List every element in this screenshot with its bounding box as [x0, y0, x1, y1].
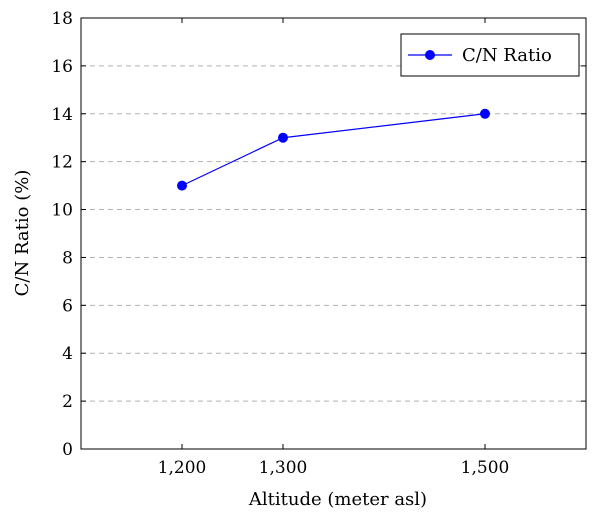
- x-axis-title: Altitude (meter asl): [248, 489, 427, 510]
- y-tick-label: 4: [62, 344, 73, 364]
- y-axis-title: C/N Ratio (%): [12, 170, 33, 297]
- y-tick-label: 16: [51, 57, 73, 77]
- y-axis-ticks: 0 2 4 6 8 10 12 14 16 18: [51, 9, 586, 460]
- legend-label: C/N Ratio: [462, 45, 552, 66]
- y-tick-label: 8: [62, 248, 73, 268]
- y-tick-label: 10: [51, 201, 73, 221]
- x-tick-label: 1,200: [158, 458, 207, 478]
- y-tick-label: 18: [51, 9, 73, 29]
- series-line: [181, 113, 486, 187]
- plot-frame: [80, 17, 587, 450]
- data-point: [480, 108, 490, 119]
- y-tick-label: 2: [62, 392, 73, 412]
- legend-marker: [425, 50, 435, 60]
- data-point: [278, 132, 288, 143]
- y-tick-label: 14: [51, 105, 73, 125]
- y-tick-label: 6: [62, 296, 73, 316]
- legend: C/N Ratio: [400, 33, 580, 77]
- data-point: [177, 180, 187, 191]
- series-group: [177, 108, 490, 191]
- y-tick-label: 12: [51, 153, 73, 173]
- y-tick-label: 0: [62, 440, 73, 460]
- gridlines: [81, 65, 586, 402]
- x-tick-label: 1,300: [259, 458, 308, 478]
- x-axis-ticks: 1,200 1,300 1,500: [158, 18, 510, 478]
- x-tick-label: 1,500: [461, 458, 510, 478]
